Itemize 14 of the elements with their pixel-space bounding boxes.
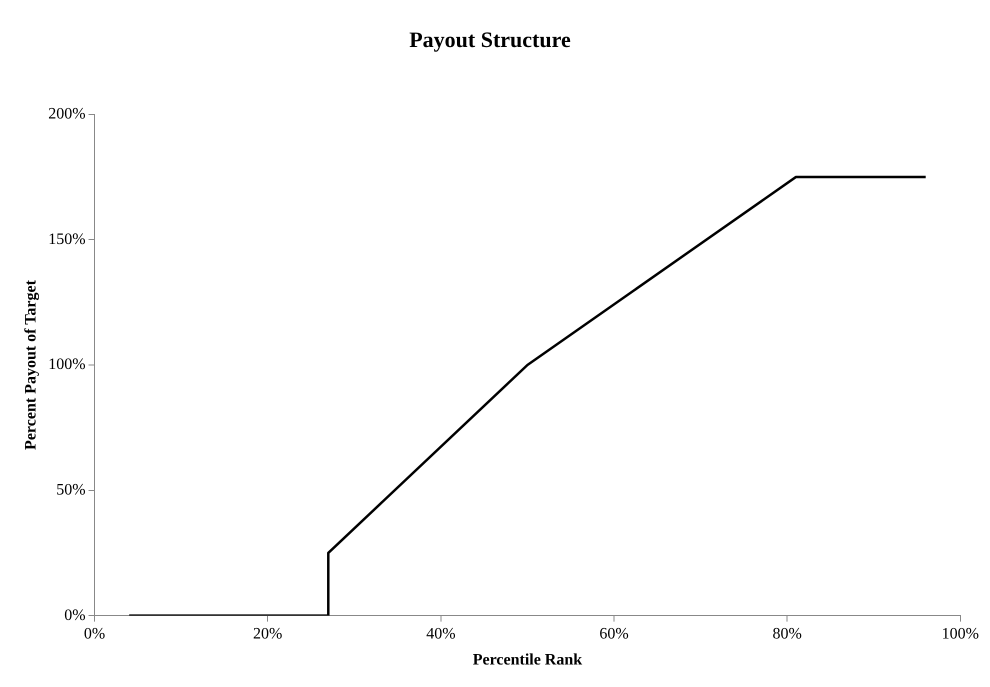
x-tick-label: 100% [942,625,979,642]
x-tick-label: 40% [426,625,456,642]
chart-title: Payout Structure [409,26,571,52]
x-axis-title: Percentile Rank [472,652,582,669]
y-tick-label: 150% [48,230,86,248]
y-tick-label: 0% [64,606,86,624]
x-tick-label: 80% [772,625,802,642]
y-axis-title: Percent Payout of Target [22,279,40,450]
y-tick-label: 200% [48,106,86,123]
y-tick-label: 50% [56,482,86,499]
x-tick-label: 20% [253,625,282,642]
y-tick-label: 100% [48,356,86,374]
x-tick-label: 0% [84,625,106,642]
x-tick-label: 60% [599,625,629,642]
